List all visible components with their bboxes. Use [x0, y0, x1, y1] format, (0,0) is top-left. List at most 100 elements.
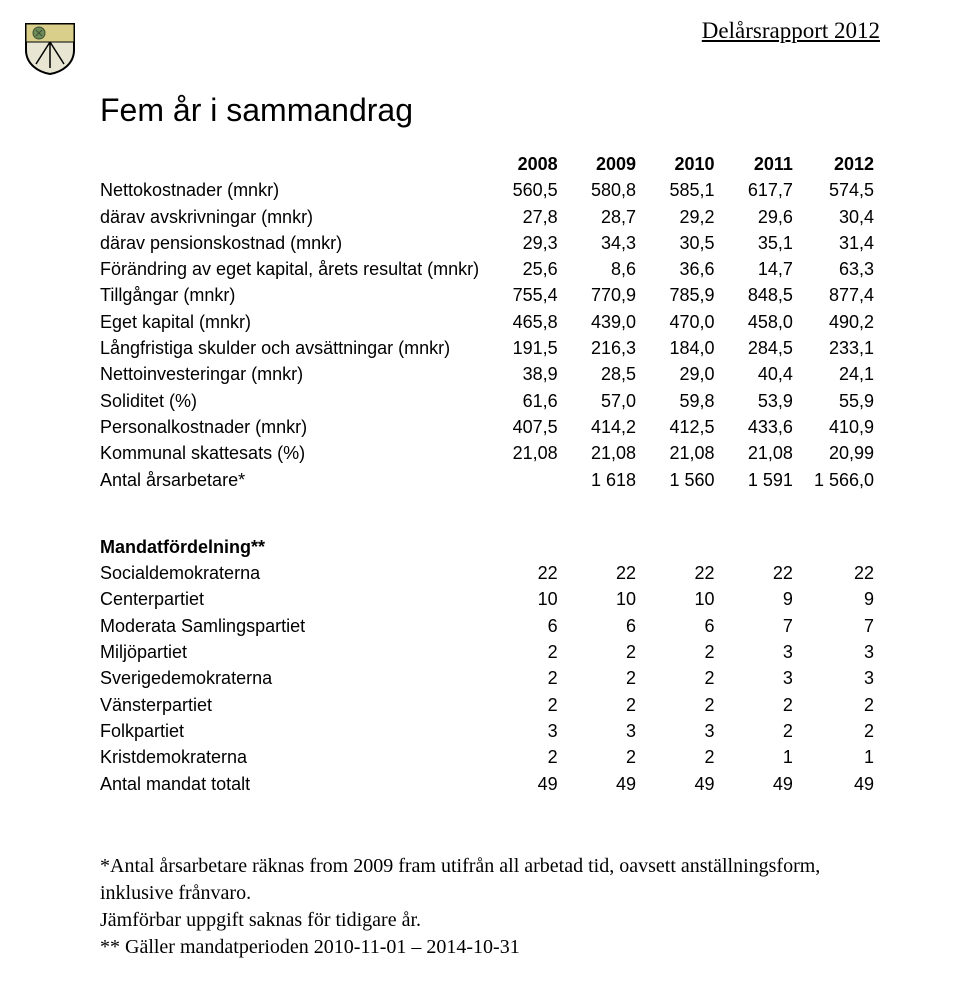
cell-value: 2	[720, 692, 798, 718]
footnote-line: ** Gäller mandatperioden 2010-11-01 – 20…	[100, 934, 880, 961]
table-row: Förändring av eget kapital, årets result…	[100, 256, 880, 282]
cell-value: 470,0	[642, 309, 720, 335]
cell-value: 63,3	[799, 256, 880, 282]
cell-value: 1 566,0	[799, 467, 880, 493]
cell-value: 36,6	[642, 256, 720, 282]
row-label: Vänsterpartiet	[100, 692, 485, 718]
cell-value: 2	[564, 639, 642, 665]
cell-value: 21,08	[720, 440, 798, 466]
cell-value: 24,1	[799, 361, 880, 387]
cell-value: 2	[642, 639, 720, 665]
cell-value: 21,08	[485, 440, 563, 466]
cell-value: 29,6	[720, 204, 798, 230]
cell-value: 22	[485, 560, 563, 586]
cell-value: 49	[642, 771, 720, 797]
cell-value: 49	[564, 771, 642, 797]
cell-value: 617,7	[720, 177, 798, 203]
row-label: Folkpartiet	[100, 718, 485, 744]
cell-value: 877,4	[799, 282, 880, 308]
cell-value: 29,0	[642, 361, 720, 387]
row-label: Antal årsarbetare*	[100, 467, 485, 493]
cell-value: 407,5	[485, 414, 563, 440]
cell-value: 2	[485, 665, 563, 691]
cell-value: 28,5	[564, 361, 642, 387]
cell-value: 9	[720, 586, 798, 612]
cell-value: 770,9	[564, 282, 642, 308]
year-header: 2011	[720, 151, 798, 177]
table-header-row: 2008 2009 2010 2011 2012	[100, 151, 880, 177]
table-row: Folkpartiet33322	[100, 718, 880, 744]
cell-value: 6	[485, 613, 563, 639]
cell-value: 25,6	[485, 256, 563, 282]
financial-summary-table: 2008 2009 2010 2011 2012 Nettokostnader …	[100, 151, 880, 797]
table-row: Nettoinvesteringar (mnkr)38,928,529,040,…	[100, 361, 880, 387]
cell-value: 2	[642, 665, 720, 691]
cell-value: 22	[564, 560, 642, 586]
cell-value: 7	[720, 613, 798, 639]
cell-value: 2	[485, 692, 563, 718]
cell-value: 7	[799, 613, 880, 639]
cell-value: 2	[564, 665, 642, 691]
cell-value: 3	[720, 639, 798, 665]
cell-value: 35,1	[720, 230, 798, 256]
cell-value: 755,4	[485, 282, 563, 308]
table-row: Kristdemokraterna22211	[100, 744, 880, 770]
table-row: därav avskrivningar (mnkr)27,828,729,229…	[100, 204, 880, 230]
table-row: Vänsterpartiet22222	[100, 692, 880, 718]
row-label: Socialdemokraterna	[100, 560, 485, 586]
table-row: Sverigedemokraterna22233	[100, 665, 880, 691]
cell-value: 216,3	[564, 335, 642, 361]
cell-value: 439,0	[564, 309, 642, 335]
cell-value: 27,8	[485, 204, 563, 230]
cell-value: 30,5	[642, 230, 720, 256]
footnotes: *Antal årsarbetare räknas from 2009 fram…	[100, 853, 880, 961]
cell-value: 3	[799, 639, 880, 665]
cell-value: 414,2	[564, 414, 642, 440]
cell-value: 2	[799, 692, 880, 718]
cell-value: 6	[642, 613, 720, 639]
table-row: Långfristiga skulder och avsättningar (m…	[100, 335, 880, 361]
cell-value: 61,6	[485, 388, 563, 414]
cell-value: 412,5	[642, 414, 720, 440]
cell-value: 34,3	[564, 230, 642, 256]
cell-value: 14,7	[720, 256, 798, 282]
cell-value: 49	[799, 771, 880, 797]
cell-value: 3	[485, 718, 563, 744]
cell-value: 1	[799, 744, 880, 770]
cell-value: 465,8	[485, 309, 563, 335]
cell-value: 458,0	[720, 309, 798, 335]
row-label: Kristdemokraterna	[100, 744, 485, 770]
mandate-heading-row: Mandatfördelning**	[100, 529, 880, 560]
year-header: 2010	[642, 151, 720, 177]
cell-value: 560,5	[485, 177, 563, 203]
row-label: Moderata Samlingspartiet	[100, 613, 485, 639]
cell-value: 3	[720, 665, 798, 691]
cell-value: 9	[799, 586, 880, 612]
coat-of-arms-icon	[22, 20, 78, 76]
table-row: Tillgångar (mnkr)755,4770,9785,9848,5877…	[100, 282, 880, 308]
row-label: Soliditet (%)	[100, 388, 485, 414]
row-label: Miljöpartiet	[100, 639, 485, 665]
cell-value	[485, 467, 563, 493]
cell-value: 2	[642, 744, 720, 770]
cell-value: 1 618	[564, 467, 642, 493]
cell-value: 2	[642, 692, 720, 718]
row-label: därav pensionskostnad (mnkr)	[100, 230, 485, 256]
table-row: därav pensionskostnad (mnkr)29,334,330,5…	[100, 230, 880, 256]
cell-value: 29,3	[485, 230, 563, 256]
cell-value: 49	[485, 771, 563, 797]
table-row: Miljöpartiet22233	[100, 639, 880, 665]
cell-value: 785,9	[642, 282, 720, 308]
cell-value: 2	[564, 692, 642, 718]
table-row: Antal mandat totalt4949494949	[100, 771, 880, 797]
cell-value: 2	[799, 718, 880, 744]
cell-value: 22	[642, 560, 720, 586]
table-row: Antal årsarbetare*1 6181 5601 5911 566,0	[100, 467, 880, 493]
row-label: Eget kapital (mnkr)	[100, 309, 485, 335]
cell-value: 848,5	[720, 282, 798, 308]
header-blank	[100, 151, 485, 177]
row-label: Centerpartiet	[100, 586, 485, 612]
cell-value: 40,4	[720, 361, 798, 387]
cell-value: 38,9	[485, 361, 563, 387]
year-header: 2012	[799, 151, 880, 177]
